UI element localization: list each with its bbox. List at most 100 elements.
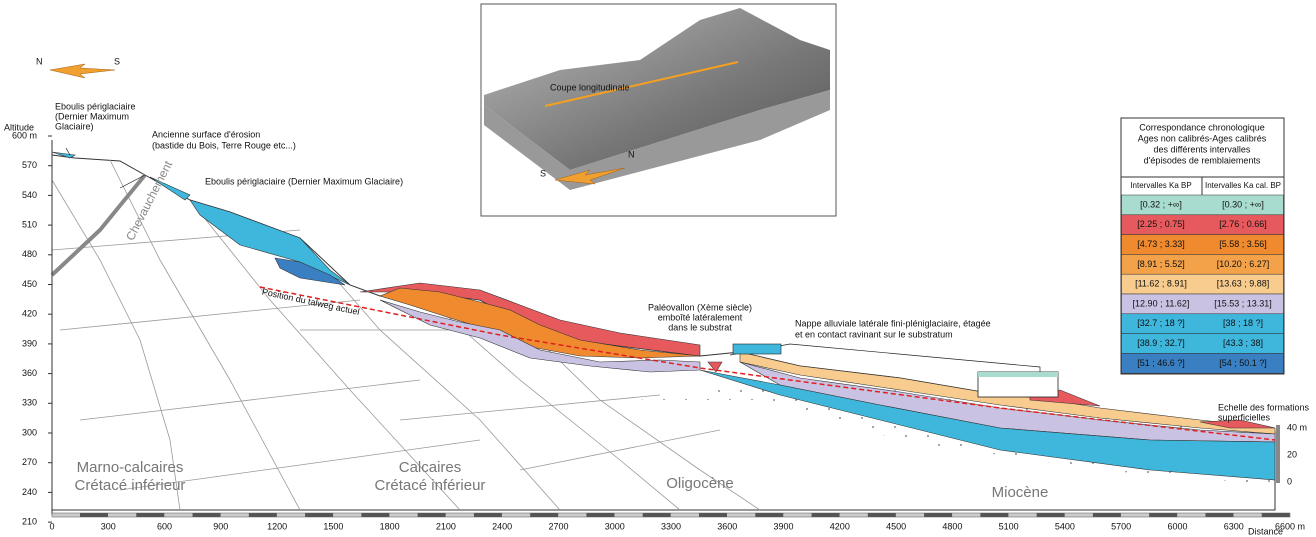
eboulis-top: Glaciaire): [55, 121, 94, 131]
scale-title: Echelle des formations: [1218, 402, 1310, 412]
x-tick-label: 6300: [1224, 521, 1244, 531]
legend-cell: [32.7 ; 18 ?]: [1137, 318, 1185, 328]
scale-label: 20: [1287, 449, 1297, 459]
x-scale-block: [417, 513, 446, 517]
paleovallon-label: Paléovallon (Xème siècle): [648, 302, 752, 312]
paleovallon-label: dans le substrat: [668, 322, 732, 332]
y-tick-label: 360: [22, 368, 37, 378]
legend-cell: [12.90 ; 11.62]: [1133, 298, 1190, 308]
surface-label: Ancienne surface d'érosion: [152, 129, 260, 139]
x-scale-block: [248, 513, 277, 517]
x-scale-block: [1092, 513, 1121, 517]
eboulis-top: (Dernier Maximum: [55, 111, 129, 121]
x-scale-block: [361, 513, 390, 517]
x-tick-label: 900: [213, 521, 228, 531]
x-tick-label: 1500: [323, 521, 343, 531]
y-tick-label: 420: [22, 309, 37, 319]
x-tick-label: 5700: [1111, 521, 1131, 531]
legend-cell: [43.3 ; 38]: [1223, 338, 1263, 348]
x-scale-block: [1149, 513, 1178, 517]
formation-label: Calcaires: [399, 459, 462, 476]
x-scale-block: [980, 513, 1009, 517]
y-tick-label: 600 m: [12, 130, 37, 140]
x-scale-block: [586, 513, 615, 517]
formation-label: Miocène: [992, 484, 1049, 501]
y-tick-label: 480: [22, 249, 37, 259]
x-tick-label: 5100: [999, 521, 1019, 531]
inset-s: S: [540, 168, 546, 178]
x-axis: [51, 512, 1291, 518]
legend-title: d'épisodes de remblaiements: [1144, 155, 1261, 165]
x-tick-label: 4500: [886, 521, 906, 531]
y-axis-title: Altitude: [4, 122, 34, 132]
x-scale-block: [1261, 513, 1290, 517]
legend-cell: [0.32 ; +∞]: [1140, 199, 1182, 209]
x-tick-label: 0: [49, 521, 54, 531]
inset-title: Coupe longitudinale: [550, 82, 630, 92]
legend-row: [1121, 353, 1284, 374]
formation-label: Oligocène: [666, 475, 734, 492]
nappe-label: et en contact ravinant sur le substratum: [795, 329, 953, 339]
y-tick-label: 210: [22, 516, 37, 526]
compass-s: S: [114, 56, 120, 66]
y-tick-label: 270: [22, 457, 37, 467]
legend-cell: [51 ; 46.6 ?]: [1137, 358, 1185, 368]
legend-title: Correspondance chronologique: [1139, 122, 1265, 132]
legend-title: des différents intervalles: [1154, 144, 1251, 154]
x-axis-title: Distance: [1248, 526, 1283, 536]
x-tick-label: 5400: [1055, 521, 1075, 531]
legend-column: Intervalles Ka cal. BP: [1205, 181, 1281, 190]
y-tick-label: 450: [22, 279, 37, 289]
y-tick-label: 300: [22, 427, 37, 437]
x-tick-label: 1800: [380, 521, 400, 531]
legend-cell: [11.62 ; 8.91]: [1135, 279, 1187, 289]
x-tick-label: 2700: [548, 521, 568, 531]
legend-cell: [13.63 ; 9.88]: [1217, 279, 1270, 289]
legend-cell: [0.30 ; +∞]: [1222, 199, 1264, 209]
compass-n: N: [36, 56, 43, 66]
axes: Altitude Distance: [4, 122, 1291, 536]
x-scale-block: [473, 513, 502, 517]
inset-n: N: [628, 149, 635, 159]
eboulis-label: Eboulis périglaciaire (Dernier Maximum G…: [205, 176, 403, 186]
x-scale-block: [924, 513, 953, 517]
legend-cell: [54 ; 50.1 ?]: [1219, 358, 1267, 368]
x-scale-block: [699, 513, 727, 517]
legend-cell: [2.76 ; 0.66]: [1219, 219, 1267, 229]
x-tick-label: 2100: [436, 521, 456, 531]
y-tick-label: 330: [22, 398, 37, 408]
legend-cell: [10.20 ; 6.27]: [1217, 259, 1270, 269]
nappe-label: Nappe alluviale latérale fini-pléniglaci…: [795, 318, 991, 328]
x-scale-block: [811, 513, 840, 517]
eboulis-top: Eboulis périglaciaire: [55, 101, 136, 111]
y-tick-label: 540: [22, 190, 37, 200]
x-scale-block: [642, 513, 671, 517]
x-tick-label: 2400: [492, 521, 512, 531]
x-tick-label: 600: [157, 521, 172, 531]
x-tick-label: 3300: [661, 521, 681, 531]
x-tick-label: 3600: [717, 521, 737, 531]
legend-cell: [4.73 ; 3.33]: [1137, 239, 1185, 249]
paleovallon-label: emboîté latéralement: [658, 312, 743, 322]
legend-cell: [5.58 ; 3.56]: [1219, 239, 1267, 249]
x-scale-block: [80, 513, 108, 517]
x-scale-block: [192, 513, 221, 517]
legend-cell: [38.9 ; 32.7]: [1137, 338, 1185, 348]
x-tick-label: 3900: [774, 521, 794, 531]
x-tick-label: 1200: [267, 521, 287, 531]
x-scale-block: [305, 513, 334, 517]
x-tick-label: 6000: [1167, 521, 1187, 531]
section: [50, 147, 1280, 511]
legend-cell: [2.25 ; 0.75]: [1137, 219, 1185, 229]
x-scale-block: [1036, 513, 1065, 517]
y-tick-label: 570: [22, 160, 37, 170]
formation-label: Marno-calcaires: [77, 459, 184, 476]
legend-column: Intervalles Ka BP: [1130, 181, 1191, 190]
formation-label: Crétacé inférieur: [375, 477, 486, 494]
y-tick-label: 390: [22, 338, 37, 348]
x-tick-label: 6600 m: [1275, 521, 1305, 531]
x-scale-block: [136, 513, 165, 517]
x-scale-block: [867, 513, 896, 517]
compass: N S: [36, 56, 120, 79]
